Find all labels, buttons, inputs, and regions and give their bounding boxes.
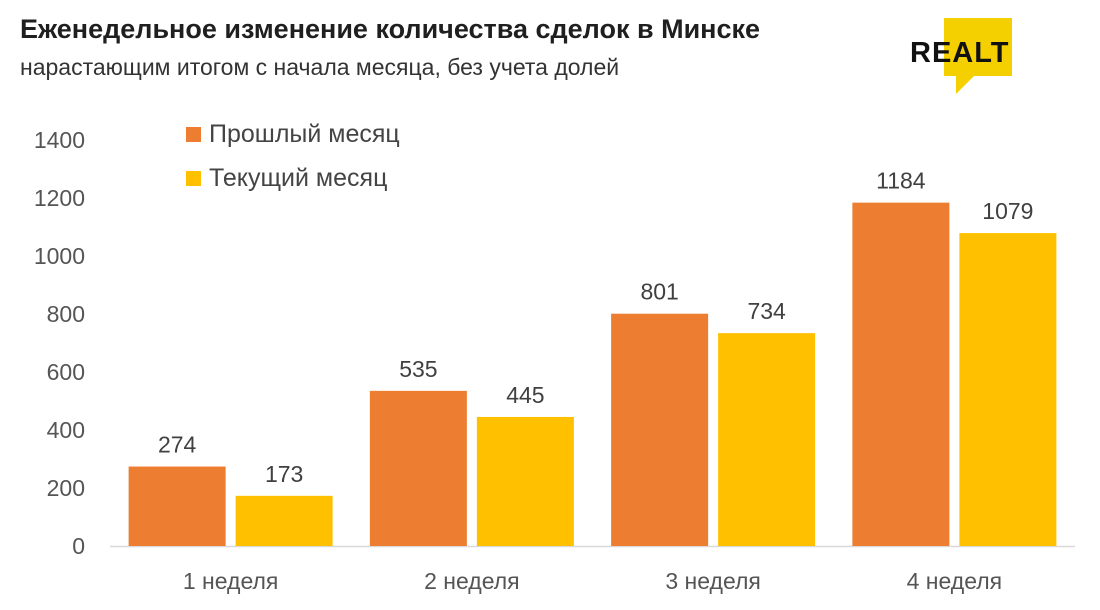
y-tick-label: 1000 — [34, 243, 85, 269]
bar — [476, 416, 574, 546]
bar — [128, 466, 226, 546]
realt-logo: REALT — [910, 18, 1012, 94]
chart-title: Еженедельное изменение количества сделок… — [20, 14, 761, 44]
y-tick-label: 200 — [47, 475, 85, 501]
y-tick-label: 600 — [47, 359, 85, 385]
svg-text:REALT: REALT — [910, 37, 1010, 69]
data-label: 801 — [640, 279, 678, 305]
legend: Прошлый месяц Текущий месяц — [186, 112, 400, 200]
x-category-label: 3 неделя — [665, 568, 761, 594]
bar — [369, 390, 467, 546]
y-tick-label: 800 — [47, 301, 85, 327]
data-label: 734 — [747, 298, 786, 324]
y-tick-label: 1400 — [34, 127, 85, 153]
legend-item-previous-month: Прошлый месяц — [186, 112, 400, 156]
data-label: 173 — [265, 461, 303, 487]
data-label: 445 — [506, 382, 544, 408]
data-label: 1184 — [876, 168, 926, 194]
y-tick-label: 0 — [72, 533, 85, 559]
y-tick-label: 1200 — [34, 185, 85, 211]
legend-swatch-current-month — [186, 170, 201, 186]
data-label: 274 — [158, 432, 197, 458]
data-label: 535 — [399, 356, 437, 382]
bar — [718, 333, 816, 546]
legend-label-current-month: Текущий месяц — [209, 163, 388, 192]
x-category-label: 1 неделя — [183, 568, 279, 594]
data-label: 1079 — [982, 198, 1033, 224]
bar — [959, 233, 1057, 546]
legend-label-previous-month: Прошлый месяц — [209, 119, 400, 148]
y-tick-label: 400 — [47, 417, 85, 443]
bar — [235, 495, 333, 546]
x-category-label: 2 неделя — [424, 568, 520, 594]
legend-swatch-previous-month — [186, 126, 201, 142]
bar — [852, 202, 950, 546]
chart-subtitle: нарастающим итогом с начала месяца, без … — [20, 54, 620, 80]
x-category-label: 4 неделя — [907, 568, 1003, 594]
bar — [611, 313, 709, 546]
legend-item-current-month: Текущий месяц — [186, 156, 400, 200]
